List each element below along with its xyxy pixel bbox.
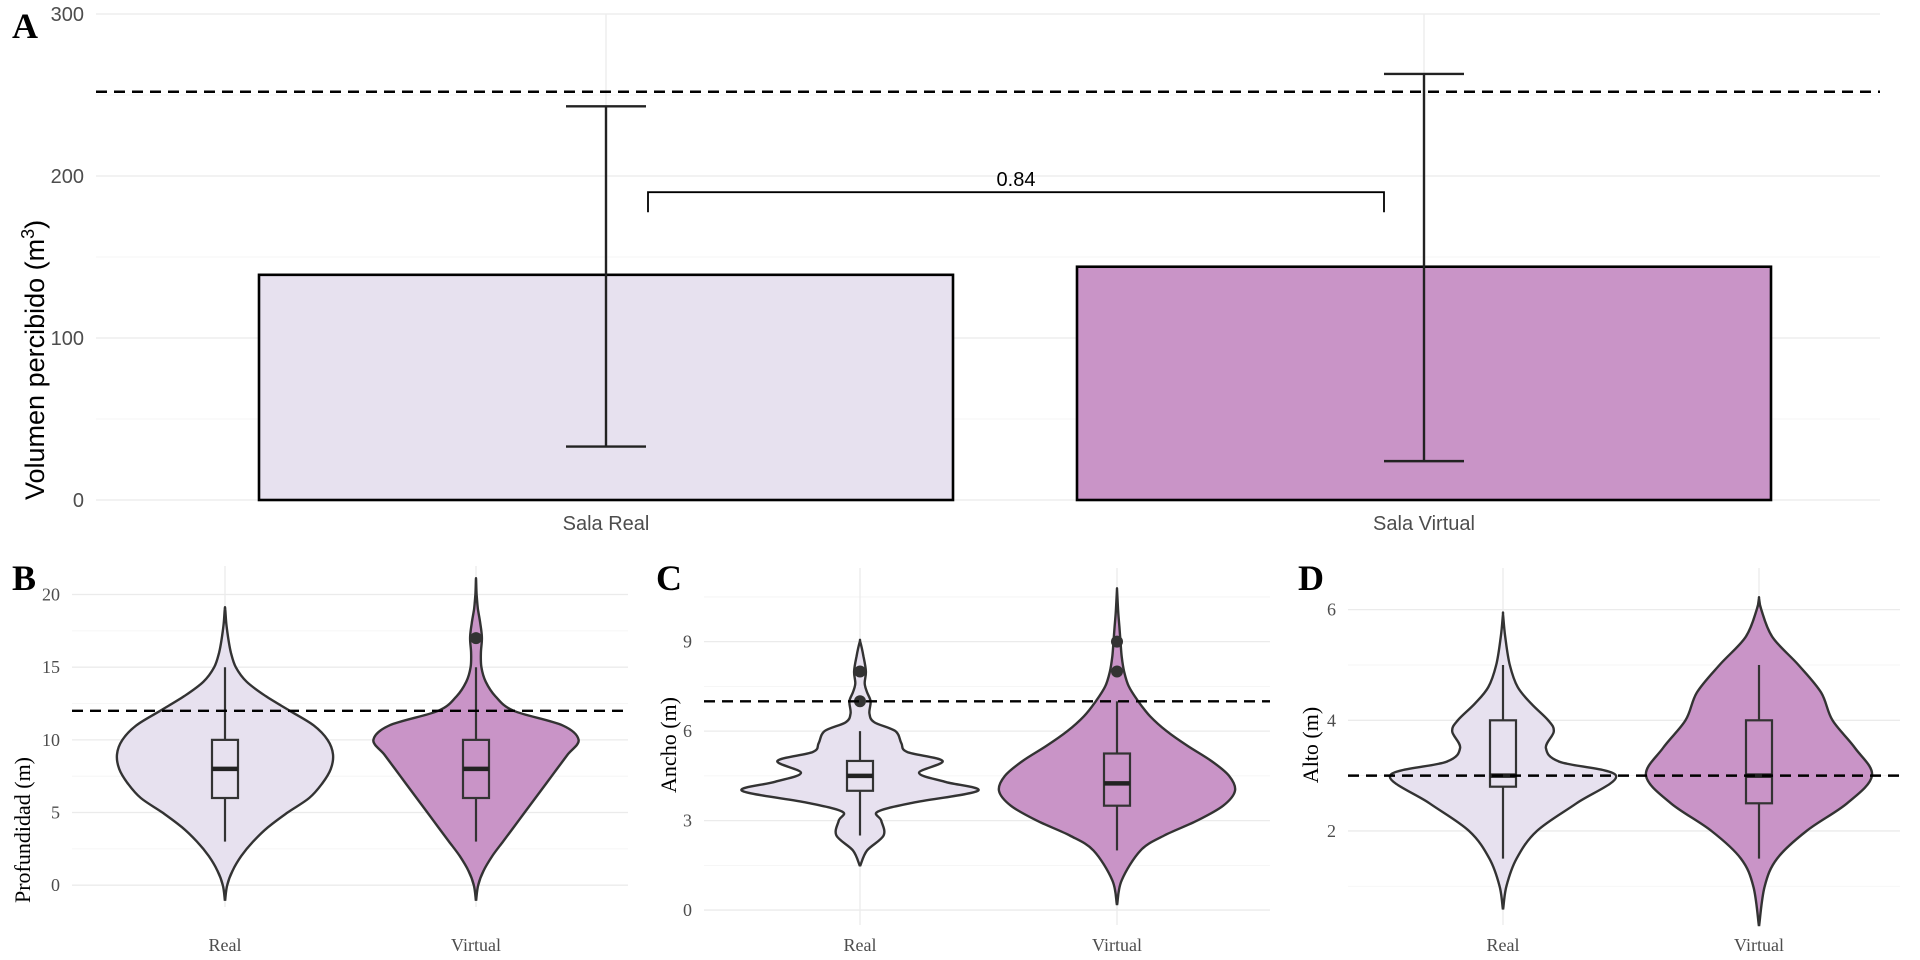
- panel-b-y-axis-title: Profundidad (m): [10, 757, 35, 903]
- y-tick-label: 0: [683, 900, 692, 920]
- panel-d-y-axis-title: Alto (m): [1298, 707, 1323, 783]
- outlier-point: [1111, 635, 1123, 648]
- panel-a-bars: [257, 265, 1773, 502]
- panel-c: 0 3 6 9 Real Virtual Ancho (m) C: [656, 558, 1270, 955]
- x-tick-label: Sala Virtual: [1373, 513, 1475, 535]
- box-virtual: [1102, 752, 1132, 807]
- y-tick-label: 20: [42, 585, 60, 605]
- y-tick-label: 200: [51, 166, 84, 188]
- panel-a-y-ticks: 0 100 200 300: [51, 4, 84, 512]
- y-tick-label: 6: [683, 721, 692, 741]
- panel-label-a: A: [12, 6, 38, 46]
- panel-b-violins: 0 5 10 15 20 Real Virtual: [42, 566, 628, 955]
- panel-a-y-axis-title: Volumen percibido (m3): [18, 220, 50, 500]
- bracket-line: [647, 191, 1385, 213]
- outlier-point: [854, 665, 866, 678]
- y-tick-label: 0: [73, 490, 84, 512]
- x-tick-label: Real: [1487, 935, 1520, 955]
- panel-a-error-bars: [566, 72, 1464, 463]
- y-tick-label: 2: [1327, 821, 1336, 841]
- y-tick-label: 9: [683, 632, 692, 652]
- panel-label-b: B: [12, 558, 36, 598]
- y-tick-label: 10: [42, 730, 60, 750]
- x-tick-label: Sala Real: [563, 513, 650, 535]
- comparison-bracket: 0.84: [647, 169, 1385, 213]
- x-tick-label: Real: [209, 935, 242, 955]
- x-tick-label: Virtual: [1092, 935, 1142, 955]
- y-tick-label: 5: [51, 803, 60, 823]
- x-tick-label: Virtual: [1734, 935, 1784, 955]
- y-tick-label: 3: [683, 811, 692, 831]
- y-tick-label: 15: [42, 657, 60, 677]
- panel-c-violins: 0 3 6 9 Real Virtual: [683, 568, 1270, 955]
- y-tick-label: 0: [51, 875, 60, 895]
- outlier-point: [1111, 665, 1123, 678]
- box-virtual: [1744, 719, 1774, 805]
- x-tick-label: Real: [844, 935, 877, 955]
- outlier-point: [470, 632, 482, 645]
- panel-a-x-ticks: Sala Real Sala Virtual: [563, 513, 1475, 535]
- panel-c-y-axis-title: Ancho (m): [656, 697, 681, 793]
- y-tick-label: 300: [51, 4, 84, 26]
- panel-d: 2 4 6 Real Virtual Alto (m) D: [1298, 558, 1900, 955]
- p-value-label: 0.84: [997, 169, 1036, 191]
- y-tick-label: 6: [1327, 600, 1336, 620]
- panel-a: 0 100 200 300 0.84 Sala Real Sala Virtual Vo…: [12, 4, 1880, 535]
- panel-label-c: C: [656, 558, 682, 598]
- panel-d-violins: 2 4 6 Real Virtual: [1327, 568, 1900, 955]
- y-tick-label: 100: [51, 328, 84, 350]
- y-tick-label: 4: [1327, 710, 1336, 730]
- panel-b: 0 5 10 15 20 Real Virtual Profundidad (m) B: [10, 558, 628, 955]
- x-tick-label: Virtual: [451, 935, 501, 955]
- outlier-point: [854, 695, 866, 708]
- panel-label-d: D: [1298, 558, 1324, 598]
